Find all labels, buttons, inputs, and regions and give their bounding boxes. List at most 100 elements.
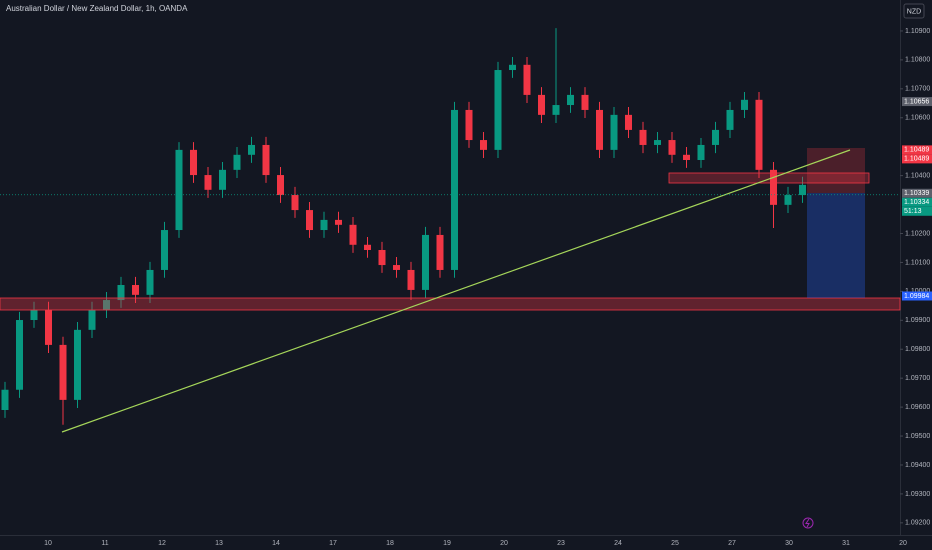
candles [1,28,806,425]
candle-body [697,144,705,161]
x-tick-label: 10 [44,540,52,547]
candle-body [523,64,531,95]
y-tick-label: 1.10700 [905,86,930,93]
candle-body [204,175,212,190]
candle-body [103,300,110,310]
x-tick-label: 20 [899,540,907,547]
x-tick-label: 20 [500,540,508,547]
candle-body [755,99,763,170]
candle-body [712,129,719,145]
resistance-zone [668,172,870,184]
x-tick-label: 13 [215,540,223,547]
y-tick-label: 1.09300 [905,491,930,498]
candle-body [610,114,618,150]
currency-label: NZD [907,8,921,15]
y-tick-label: 1.09800 [905,346,930,353]
candle-body [74,329,81,400]
event-icon[interactable] [802,517,814,529]
candle-body [146,269,154,295]
y-tick-label: 1.10400 [905,172,930,179]
candle-body [175,149,183,231]
candle-body [784,195,792,205]
price-tag [902,197,932,207]
x-tick-label: 23 [557,540,565,547]
candle-body [567,94,574,106]
candle-body [596,109,603,150]
candle-body [291,195,299,211]
candle-body [741,99,748,110]
price-tag [902,188,932,198]
candle-body [770,169,777,205]
candle-body [277,175,284,196]
candle-body [465,109,473,141]
x-tick-label: 17 [329,540,337,547]
x-tick-label: 27 [728,540,736,547]
candle-body [117,285,125,301]
x-tick-label: 25 [671,540,679,547]
candle-body [393,265,400,270]
x-tick-label: 30 [785,540,793,547]
candle-body [581,94,589,110]
candle-body [538,94,545,115]
candle-body [248,144,255,155]
y-tick-label: 1.09400 [905,462,930,469]
x-tick-label: 14 [272,540,280,547]
candle-body [668,140,676,155]
price-tag-label: 1.10339 [904,190,929,197]
candle-body [262,144,270,176]
x-tick-label: 18 [386,540,394,547]
candle-body [364,244,371,250]
price-tag [902,291,932,301]
y-tick-label: 1.09900 [905,317,930,324]
y-tick-label: 1.09500 [905,433,930,440]
x-tick-label: 12 [158,540,166,547]
candle-body [132,285,139,295]
candle-body [233,154,241,170]
candle-body [422,234,429,290]
candle-body [59,344,67,400]
price-tag [902,154,932,164]
y-tick-label: 1.10200 [905,230,930,237]
x-tick-label: 11 [101,540,108,547]
price-tag-label: 1.10656 [904,98,929,105]
x-tick-label: 24 [614,540,622,547]
candle-body [45,309,52,345]
y-tick-label: 1.10600 [905,115,930,122]
price-tag [902,145,932,155]
y-tick-label: 1.10900 [905,28,930,35]
y-tick-label: 1.09600 [905,404,930,411]
candle-body [88,309,96,330]
candle-body [335,219,342,225]
candle-body [407,269,415,290]
price-tag-label: 1.10489 [904,156,929,163]
price-tag-label: 1.10489 [904,147,929,154]
candle-body [436,234,444,270]
price-tag [902,97,932,107]
y-tick-label: 1.09700 [905,375,930,382]
candle-body [480,140,487,150]
candle-body [378,249,386,266]
candle-body [552,105,560,115]
event-icon [805,518,810,528]
y-tick-label: 1.09200 [905,520,930,527]
target-zone [807,193,865,298]
candle-body [799,184,806,196]
y-tick-label: 1.10100 [905,259,930,266]
candle-body [320,219,328,231]
currency-button[interactable] [903,3,925,19]
candle-body [654,140,661,145]
candle-body [219,169,226,190]
candle-body [683,154,690,161]
candle-body [349,224,357,245]
candle-body [16,320,23,390]
countdown-tag [902,206,932,216]
y-tick-label: 1.10800 [905,57,930,64]
candle-body [625,114,632,130]
candle-body [726,109,734,130]
x-tick-label: 19 [443,540,451,547]
trendline [61,149,851,433]
candle-body [451,109,458,270]
